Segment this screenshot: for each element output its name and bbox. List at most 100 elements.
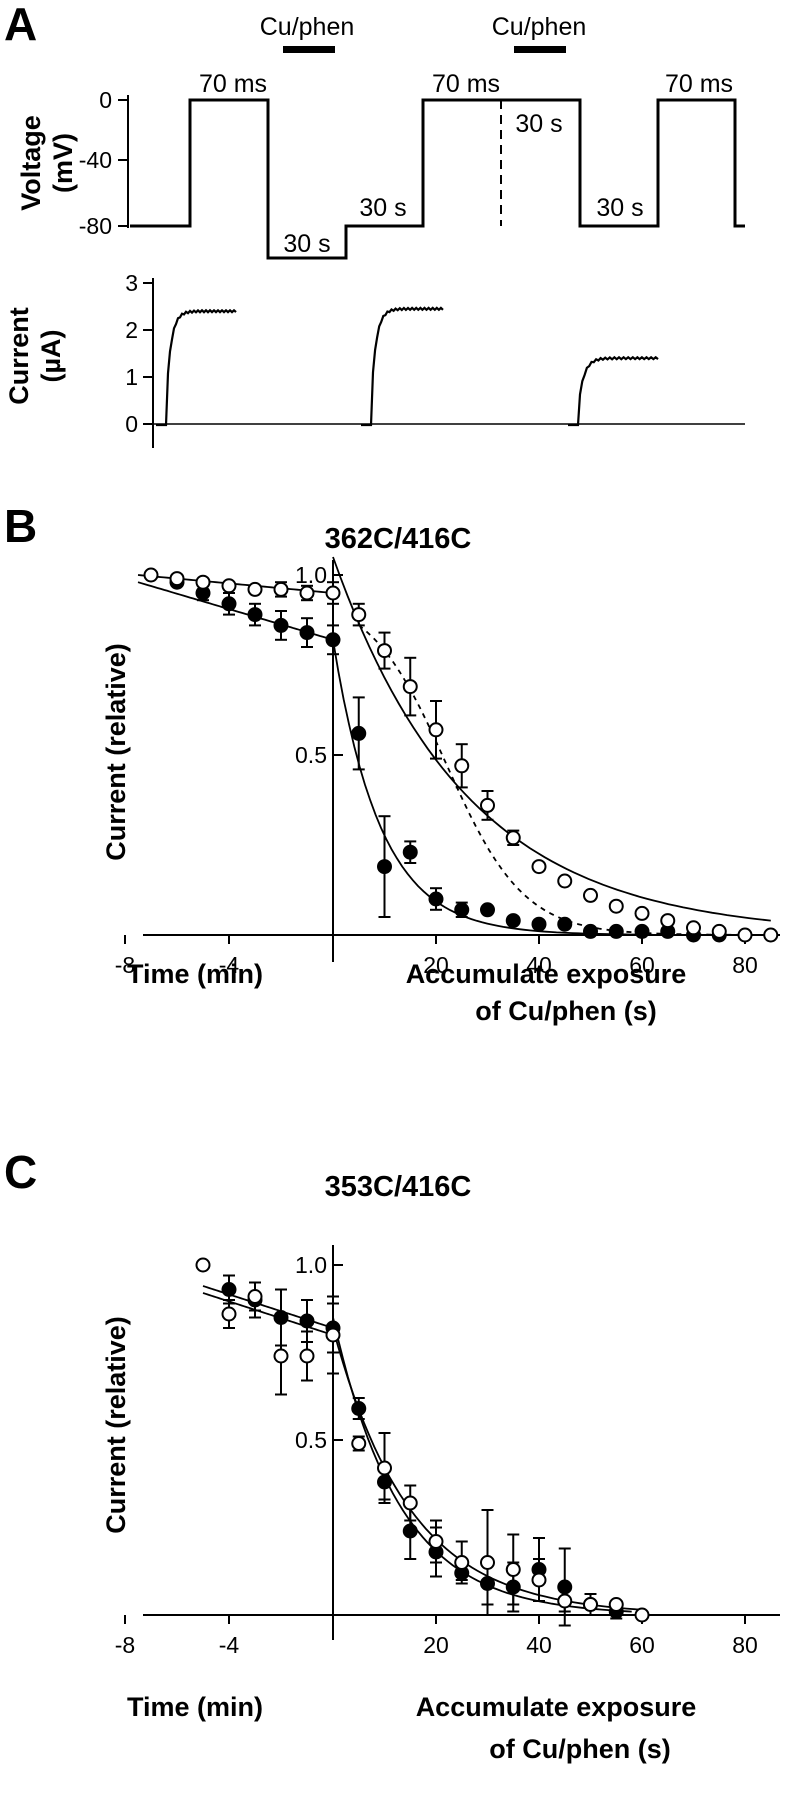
panel-b-title: 362C/416C (325, 523, 472, 555)
fit-curve (358, 624, 771, 936)
open-data-point (299, 585, 315, 601)
open-data-point (402, 679, 418, 695)
open-data-point (583, 1597, 598, 1612)
open-data-point (505, 1562, 521, 1577)
voltage-axis-unit: (mV) (48, 133, 78, 193)
filled-data-point (325, 632, 341, 648)
open-data-point (737, 927, 753, 943)
x-tick-label: 20 (423, 952, 449, 978)
filled-data-point (351, 725, 367, 741)
panel-b-plot: 1.0 0.5 -8 -4 20 40 60 80 (115, 556, 780, 978)
panel-b-time-label: Time (min) (127, 959, 263, 989)
open-data-point (377, 1460, 392, 1476)
voltage-tick-label: 0 (99, 87, 112, 113)
open-data-point (454, 758, 470, 774)
open-data-point (686, 920, 701, 936)
open-data-point (247, 1289, 263, 1304)
current-axis (143, 278, 745, 448)
fit-curve (332, 639, 653, 936)
open-data-point (377, 643, 392, 659)
filled-data-point (557, 916, 573, 932)
open-data-point (325, 1327, 341, 1343)
x-tick-label: 40 (526, 952, 552, 978)
open-data-point (454, 1555, 470, 1570)
filled-data-point (377, 859, 392, 875)
open-data-point (505, 830, 521, 846)
pulse-duration-label: 70 ms (665, 70, 733, 98)
open-data-point (428, 1534, 444, 1549)
pulse-duration-label: 70 ms (199, 70, 267, 98)
filled-data-point (247, 607, 263, 623)
x-tick-label: -4 (219, 952, 240, 978)
x-tick-label: 60 (629, 952, 655, 978)
x-tick-label: 80 (732, 1632, 758, 1658)
panel-c-title: 353C/416C (325, 1171, 472, 1203)
filled-data-point (402, 844, 418, 860)
current-trace (568, 355, 659, 427)
panel-c-letter: C (4, 1146, 37, 1198)
open-data-point (299, 1348, 315, 1364)
cu-phen-label: Cu/phen (260, 13, 355, 41)
open-data-point (711, 923, 727, 939)
panel-b-ylabel: Current (relative) (101, 643, 131, 861)
open-data-point (221, 578, 237, 594)
cu-phen-bar (514, 46, 566, 53)
panel-a-letter: A (4, 0, 37, 50)
open-data-point (531, 859, 547, 875)
filled-data-point (480, 902, 495, 918)
voltage-tick-label: -80 (79, 213, 112, 239)
y-tick-label: 0.5 (295, 742, 327, 768)
x-tick-label: -8 (115, 952, 135, 978)
interval-label: 30 s (515, 110, 562, 138)
open-data-point (169, 571, 185, 587)
open-data-point (247, 581, 263, 597)
current-trace (156, 308, 237, 427)
open-data-point (143, 567, 159, 583)
current-tick-label: 3 (125, 270, 138, 296)
x-tick-label: 20 (423, 1632, 449, 1658)
open-data-point (763, 927, 779, 943)
interval-label: 30 s (359, 194, 406, 222)
voltage-tick-label: -40 (79, 147, 112, 173)
y-tick-label: 1.0 (295, 1252, 327, 1278)
open-data-point (634, 905, 650, 921)
open-data-point (195, 1257, 211, 1273)
current-tick-labels: 3 2 1 0 (125, 270, 138, 437)
current-axis-label: Current (4, 307, 34, 405)
open-data-point (480, 1555, 495, 1570)
open-data-point (273, 581, 289, 597)
filled-data-point (531, 916, 547, 932)
panel-b-exposure-label-2: of Cu/phen (s) (475, 996, 656, 1026)
x-tick-label: -4 (219, 1632, 240, 1658)
current-tick-label: 1 (125, 364, 138, 390)
filled-data-point (505, 913, 521, 929)
open-data-point (480, 797, 495, 813)
filled-data-point (221, 1282, 237, 1297)
open-data-point (351, 607, 367, 623)
panel-c-exposure-label: Accumulate exposure (416, 1692, 697, 1722)
filled-data-point (351, 1401, 367, 1416)
voltage-protocol-trace (130, 98, 745, 260)
x-tick-label: 80 (732, 952, 758, 978)
open-data-point (351, 1436, 367, 1451)
panel-c-time-label: Time (min) (127, 1692, 263, 1722)
open-data-point (402, 1495, 418, 1511)
filled-data-point (299, 625, 315, 641)
open-data-point (660, 913, 676, 929)
filled-data-point (221, 596, 237, 612)
pulse-duration-label: 70 ms (432, 70, 500, 98)
current-tick-label: 0 (125, 411, 138, 437)
filled-data-point (454, 902, 470, 918)
panel-b-exposure-label: Accumulate exposure (406, 959, 687, 989)
cu-phen-bar (283, 46, 335, 53)
voltage-tick-labels: 0 -40 -80 (79, 87, 112, 239)
open-data-point (608, 1597, 624, 1612)
interval-label: 30 s (596, 194, 643, 222)
filled-data-point (299, 1313, 315, 1329)
panel-b-letter: B (4, 500, 37, 552)
open-data-point (273, 1348, 289, 1364)
x-tick-label: 60 (629, 1632, 655, 1658)
panel-c-ylabel: Current (relative) (101, 1316, 131, 1534)
panel-c-exposure-label-2: of Cu/phen (s) (489, 1734, 670, 1764)
